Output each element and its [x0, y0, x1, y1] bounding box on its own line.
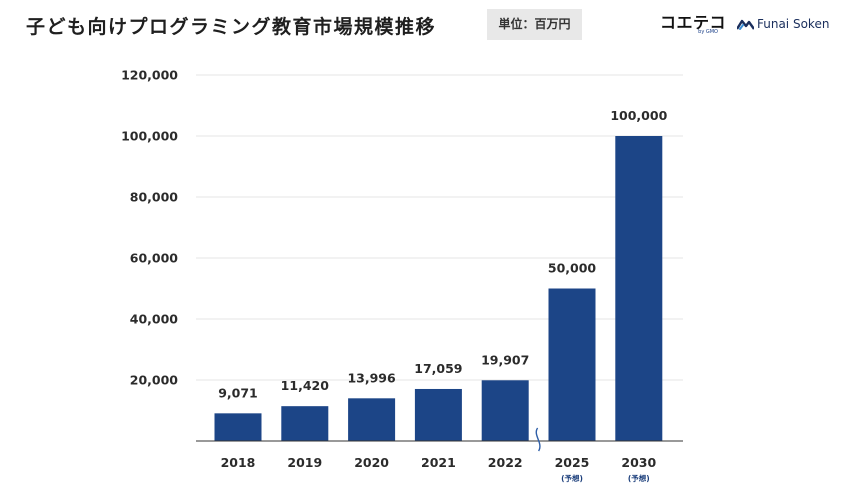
data-label-2018: 9,071	[218, 385, 258, 400]
bar-2019	[281, 406, 329, 441]
y-tick-label: 20,000	[130, 373, 179, 388]
bar-2021	[414, 388, 462, 441]
koeteco-logo-subtext: by GMO	[698, 29, 718, 35]
x-tick-label-2018: 2018	[221, 455, 256, 470]
bar-2030	[615, 136, 663, 441]
y-tick-label: 80,000	[130, 190, 179, 205]
unit-badge: 単位：百万円	[487, 9, 582, 40]
bar-2025	[548, 288, 596, 441]
koeteco-logo-text: コエテコ	[660, 13, 727, 32]
x-tick-label-2021: 2021	[421, 455, 456, 470]
x-tick-label-2025: 2025	[555, 455, 590, 470]
funai-soken-logo: Funai Soken	[737, 14, 829, 34]
koeteco-logo: コエテコ by GMO	[660, 9, 726, 39]
x-tick-label-2022: 2022	[488, 455, 523, 470]
y-axis-ticks: 20,000 40,000 60,000 80,000 100,000 120,000	[121, 68, 178, 388]
bar-2020	[348, 398, 396, 441]
data-label-2022: 19,907	[481, 352, 529, 367]
y-tick-label: 40,000	[130, 312, 179, 327]
data-label-2020: 13,996	[347, 370, 396, 385]
data-label-2019: 11,420	[281, 378, 330, 393]
bars	[214, 136, 663, 441]
y-tick-label: 100,000	[121, 129, 178, 144]
x-axis-labels: 2018 2019 2020 2021 2022 2025 (予想) 2030 (予想)	[221, 455, 657, 483]
funai-soken-logo-text: Funai Soken	[757, 17, 830, 31]
y-tick-label: 60,000	[130, 251, 179, 266]
data-label-2021: 17,059	[414, 361, 462, 376]
y-tick-label: 120,000	[121, 68, 178, 83]
bar-2018	[214, 413, 262, 441]
data-label-2025: 50,000	[548, 261, 597, 276]
x-tick-label-2019: 2019	[287, 455, 322, 470]
gridlines	[196, 74, 683, 381]
forecast-note-2030: (予想)	[628, 473, 650, 483]
axis-break-mark	[535, 427, 541, 452]
forecast-note-2025: (予想)	[561, 473, 583, 483]
chart-title: 子ども向けプログラミング教育市場規模推移	[26, 16, 437, 38]
x-tick-label-2020: 2020	[354, 455, 389, 470]
data-label-2030: 100,000	[610, 108, 667, 123]
bar-2022	[481, 380, 529, 441]
wave-icon	[737, 19, 754, 30]
data-labels: 9,071 11,420 13,996 17,059 19,907 50,000 100,0…	[218, 108, 667, 400]
x-tick-label-2030: 2030	[621, 455, 656, 470]
